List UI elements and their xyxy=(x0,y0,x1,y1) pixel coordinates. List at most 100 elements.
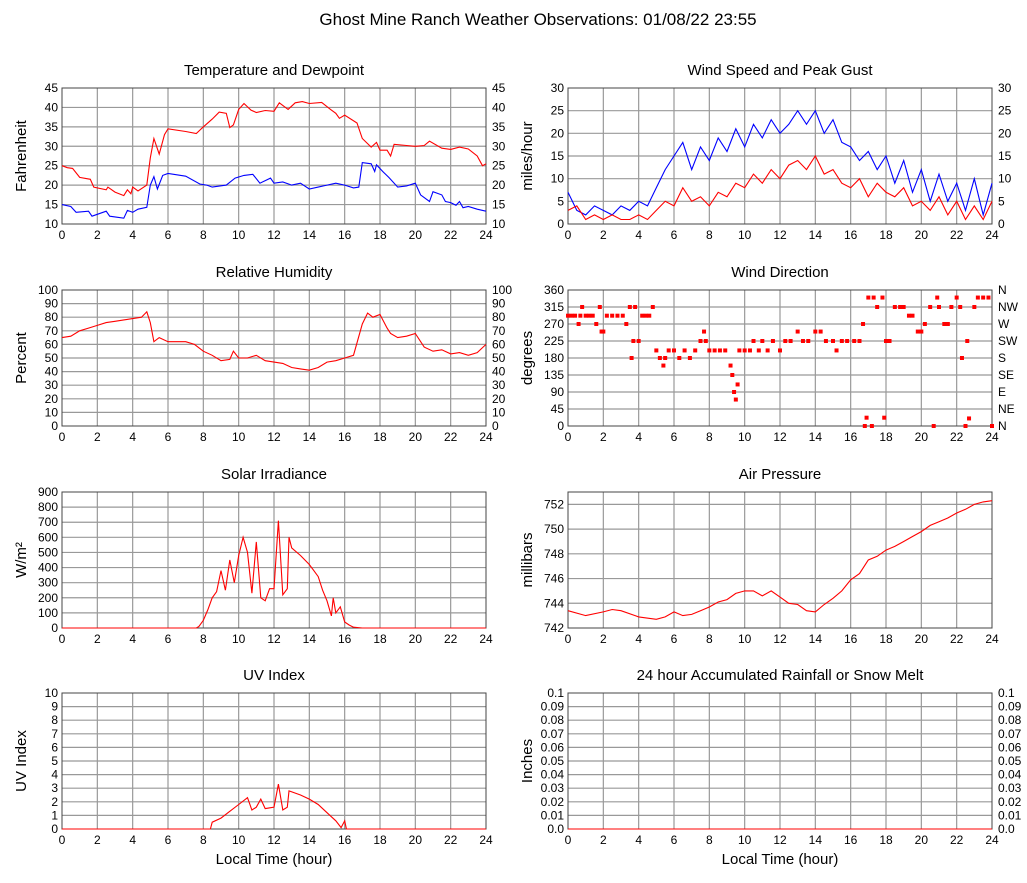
y-tick-label: 100 xyxy=(38,283,58,297)
data-point xyxy=(857,339,862,343)
y-tick-label: 600 xyxy=(38,530,58,544)
data-point xyxy=(760,339,765,343)
y-tick-label: 10 xyxy=(551,172,565,186)
data-point xyxy=(963,424,968,428)
x-tick-label: 4 xyxy=(635,228,642,242)
y-tick-label: 0.08 xyxy=(541,713,565,727)
data-point xyxy=(587,313,592,318)
data-point xyxy=(663,356,668,360)
y-tick-label: 135 xyxy=(544,368,564,382)
x-tick-label: 16 xyxy=(338,228,352,242)
data-point xyxy=(677,356,682,360)
x-tick-label: 2 xyxy=(600,430,607,444)
y-axis-label: miles/hour xyxy=(519,121,536,190)
x-tick-label: 8 xyxy=(706,833,713,847)
x-tick-label: 20 xyxy=(915,430,929,444)
x-tick-label: 6 xyxy=(671,833,678,847)
data-point xyxy=(949,305,954,309)
x-tick-label: 0 xyxy=(565,833,572,847)
y-tick-label: 750 xyxy=(544,522,564,536)
x-tick-label: 24 xyxy=(479,833,493,847)
y-tick-label: 500 xyxy=(38,545,58,559)
data-point xyxy=(906,313,911,318)
y-axis-label: millibars xyxy=(519,532,536,587)
data-point xyxy=(566,313,570,318)
x-tick-label: 8 xyxy=(200,228,207,242)
main-title: Ghost Mine Ranch Weather Observations: 0… xyxy=(319,10,756,29)
data-point xyxy=(919,329,924,334)
y-axis-label: Inches xyxy=(519,739,536,783)
series-line-air-pressure xyxy=(567,500,993,620)
data-point xyxy=(831,339,835,343)
data-point xyxy=(682,348,687,353)
data-point xyxy=(569,313,574,318)
y-tick-label-right: 60 xyxy=(492,337,506,351)
data-point xyxy=(965,339,970,343)
x-tick-label: 2 xyxy=(600,228,607,242)
x-tick-label: 16 xyxy=(338,430,352,444)
y-tick-label: 400 xyxy=(38,561,58,575)
plot-frame xyxy=(567,491,993,629)
y-tick-label-right: 10 xyxy=(492,217,506,231)
y-tick-label-right: 0.03 xyxy=(998,781,1022,795)
x-tick-label: 20 xyxy=(915,833,929,847)
data-point xyxy=(887,339,892,343)
y-tick-label: 25 xyxy=(551,104,565,118)
y-tick-label-right: 20 xyxy=(492,178,506,192)
y-tick-label-right: 10 xyxy=(998,172,1012,186)
y-tick-label: 20 xyxy=(45,392,59,406)
x-tick-label: 12 xyxy=(267,632,281,646)
data-point xyxy=(981,295,986,300)
data-point xyxy=(604,313,609,318)
data-point xyxy=(871,295,876,300)
data-point xyxy=(882,415,887,420)
y-tick-label: 200 xyxy=(38,591,58,605)
data-point xyxy=(636,339,641,343)
x-tick-label: 16 xyxy=(844,833,858,847)
data-point xyxy=(733,397,738,402)
data-point xyxy=(698,339,703,343)
plot-frame xyxy=(61,289,487,427)
y-tick-label-right: 0.04 xyxy=(998,768,1022,782)
y-tick-label: 5 xyxy=(51,754,58,768)
data-point xyxy=(866,295,871,300)
y-tick-label: 225 xyxy=(544,334,564,348)
x-tick-label: 22 xyxy=(444,833,458,847)
data-point xyxy=(737,348,742,353)
data-point xyxy=(862,424,867,428)
chart-title: Temperature and Dewpoint xyxy=(184,62,365,79)
x-tick-label: 22 xyxy=(444,632,458,646)
x-axis-label-left: Local Time (hour) xyxy=(216,851,333,868)
x-tick-label: 18 xyxy=(879,833,893,847)
x-tick-label: 18 xyxy=(373,833,387,847)
data-point xyxy=(624,322,629,326)
x-tick-label: 18 xyxy=(373,228,387,242)
y-tick-label-right: 30 xyxy=(492,378,506,392)
y-tick-label: 7 xyxy=(51,727,58,741)
data-point xyxy=(717,348,722,353)
y-tick-label-right: 40 xyxy=(492,365,506,379)
y-tick-label: 180 xyxy=(544,351,564,365)
plot-frame xyxy=(61,692,487,830)
data-point xyxy=(661,363,666,368)
x-tick-label: 4 xyxy=(129,632,136,646)
data-point xyxy=(915,329,920,334)
y-tick-label-right: 0.02 xyxy=(998,795,1022,809)
y-tick-label-right: 0.09 xyxy=(998,700,1022,714)
data-point xyxy=(597,305,602,309)
x-tick-label: 6 xyxy=(165,430,172,444)
data-point xyxy=(861,322,866,326)
series-line-relative-humidity xyxy=(61,310,487,371)
y-tick-label: 40 xyxy=(45,100,59,114)
y-tick-label-right: 0.0 xyxy=(998,822,1015,836)
data-point xyxy=(702,329,707,334)
x-tick-label: 10 xyxy=(232,833,246,847)
data-point xyxy=(945,322,950,326)
data-point xyxy=(654,348,659,353)
x-tick-label: 12 xyxy=(267,430,281,444)
y-tick-label-right: 0 xyxy=(492,419,499,433)
data-point xyxy=(975,295,980,300)
y-tick-label: 70 xyxy=(45,324,59,338)
x-tick-label: 16 xyxy=(844,632,858,646)
x-tick-label: 14 xyxy=(809,228,823,242)
